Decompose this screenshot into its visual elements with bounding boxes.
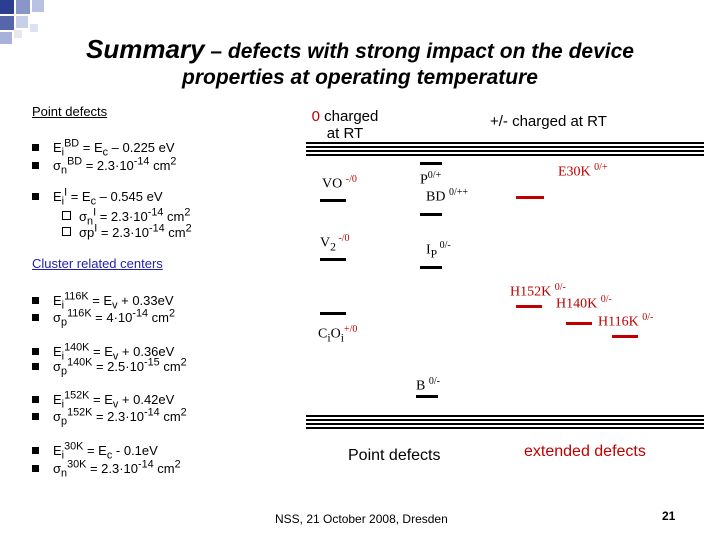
cluster-item-4: σp140K = 2.5·10-15 cm2	[32, 356, 187, 380]
h116k-charge: 0/-	[642, 312, 654, 323]
vo-text: VO	[322, 176, 346, 192]
ip-level	[420, 266, 442, 269]
cluster-item-7: Ei30K = Ec - 0.1eV	[32, 440, 158, 464]
e30k-charge: 0/+	[594, 162, 608, 173]
point-defects-header: Point defects	[32, 104, 108, 119]
h140k-charge: 0/-	[600, 294, 612, 305]
cioi-label: CiOi+/0	[318, 324, 358, 345]
cioi-o: O	[330, 326, 341, 342]
vo-charge: -/0	[345, 174, 357, 185]
h140k-label: H140K 0/-	[556, 294, 612, 313]
point-text-1: EiBD = Ec – 0.225 eV	[53, 138, 175, 159]
point-text-3: EiI = Ec – 0.545 eV	[53, 187, 163, 208]
point-item-2: σnBD = 2.3·10-14 cm2	[32, 155, 176, 179]
point-item-3: EiI = Ec – 0.545 eV	[32, 186, 163, 210]
point-sub-text-2: σpI = 2.3·10-14 cm2	[79, 223, 192, 241]
b-text: B	[416, 378, 429, 394]
b-charge: 0/-	[428, 376, 440, 387]
cluster-text-1: Ei116K = Ev + 0.33eV	[53, 291, 174, 312]
slide-title-line2: properties at operating temperature	[182, 66, 538, 89]
e30k-level	[516, 196, 544, 199]
title-rest: – defects with strong impact on the devi…	[204, 40, 634, 63]
bd-level	[420, 213, 442, 216]
cluster-item-2: σp116K = 4·10-14 cm2	[32, 307, 175, 331]
point-item-1: EiBD = Ec – 0.225 eV	[32, 137, 175, 161]
bd-text: BD	[426, 189, 449, 205]
h152k-text: H152K	[510, 284, 555, 300]
valence-band	[306, 415, 704, 429]
label-extended-defects: extended defects	[524, 443, 646, 460]
h152k-charge: 0/-	[554, 282, 566, 293]
cluster-text-8: σn30K = 2.3·10-14 cm2	[53, 459, 181, 480]
cioi-level	[320, 312, 346, 315]
page-number: 21	[662, 509, 676, 523]
cluster-item-1: Ei116K = Ev + 0.33eV	[32, 290, 174, 314]
slide-title-line1: Summary – defects with strong impact on …	[0, 34, 720, 65]
bd-charge: 0/++	[448, 187, 469, 198]
title-summary: Summary	[86, 34, 205, 64]
ip-text: I	[426, 242, 431, 258]
h116k-label: H116K 0/-	[598, 312, 653, 331]
v2-level	[320, 258, 346, 261]
ip-charge: 0/-	[437, 240, 451, 251]
point-subitem-2: σpI = 2.3·10-14 cm2	[62, 222, 192, 240]
v2-sub: 2	[330, 240, 336, 254]
vo-label: VO -/0	[322, 174, 357, 193]
bd-label: BD 0/++	[426, 187, 468, 206]
p-text: P	[420, 172, 428, 188]
h140k-level	[566, 322, 592, 325]
cluster-item-8: σn30K = 2.3·10-14 cm2	[32, 458, 181, 482]
b-label: B 0/-	[416, 376, 440, 395]
header-charged: charged	[319, 108, 379, 125]
cioi-charge: +/0	[343, 324, 358, 335]
header-at-rt: at RT	[326, 125, 364, 142]
cluster-text-6: σp152K = 2.3·10-14 cm2	[53, 407, 187, 428]
cluster-text-4: σp140K = 2.5·10-15 cm2	[53, 357, 187, 378]
p-label: P0/+	[420, 170, 441, 189]
conduction-band	[306, 142, 704, 156]
h152k-label: H152K 0/-	[510, 282, 566, 301]
point-subitem-1: σnI = 2.3·10-14 cm2	[62, 206, 190, 230]
header-zero: 0	[311, 108, 320, 125]
cluster-text-3: Ei140K = Ev + 0.36eV	[53, 342, 175, 363]
footer: NSS, 21 October 2008, Dresden	[275, 512, 448, 526]
header-charged-rt: +/- charged at RT	[490, 113, 607, 130]
h116k-level	[612, 335, 638, 338]
cioi-c: C	[318, 326, 328, 342]
cluster-text-5: Ei152K = Ev + 0.42eV	[53, 390, 175, 411]
cluster-item-3: Ei140K = Ev + 0.36eV	[32, 341, 174, 365]
cluster-item-6: σp152K = 2.3·10-14 cm2	[32, 406, 187, 430]
point-text-2: σnBD = 2.3·10-14 cm2	[53, 156, 177, 177]
b-level	[416, 395, 438, 398]
point-sub-text-1: σnI = 2.3·10-14 cm2	[79, 207, 191, 228]
p-level	[420, 162, 442, 165]
h116k-text: H116K	[598, 314, 643, 330]
v2-charge: -/0	[335, 233, 350, 244]
ip-label: IP 0/-	[426, 240, 451, 260]
v2-text: V	[320, 235, 331, 251]
e30k-label: E30K 0/+	[558, 162, 608, 181]
cluster-text-7: Ei30K = Ec - 0.1eV	[53, 441, 158, 462]
p-charge: 0/+	[427, 170, 442, 181]
ip-sub: P	[430, 247, 438, 261]
v2-label: V2 -/0	[320, 233, 350, 253]
label-point-defects: Point defects	[348, 447, 441, 464]
cluster-item-5: Ei152K = Ev + 0.42eV	[32, 389, 174, 413]
header-neutral: 0 charged at RT	[300, 108, 390, 142]
vo-level	[320, 199, 346, 202]
h140k-text: H140K	[556, 296, 601, 312]
h152k-level	[516, 305, 542, 308]
cluster-text-2: σp116K = 4·10-14 cm2	[53, 308, 176, 329]
e30k-text: E30K	[558, 164, 595, 180]
cluster-header: Cluster related centers	[32, 256, 163, 271]
